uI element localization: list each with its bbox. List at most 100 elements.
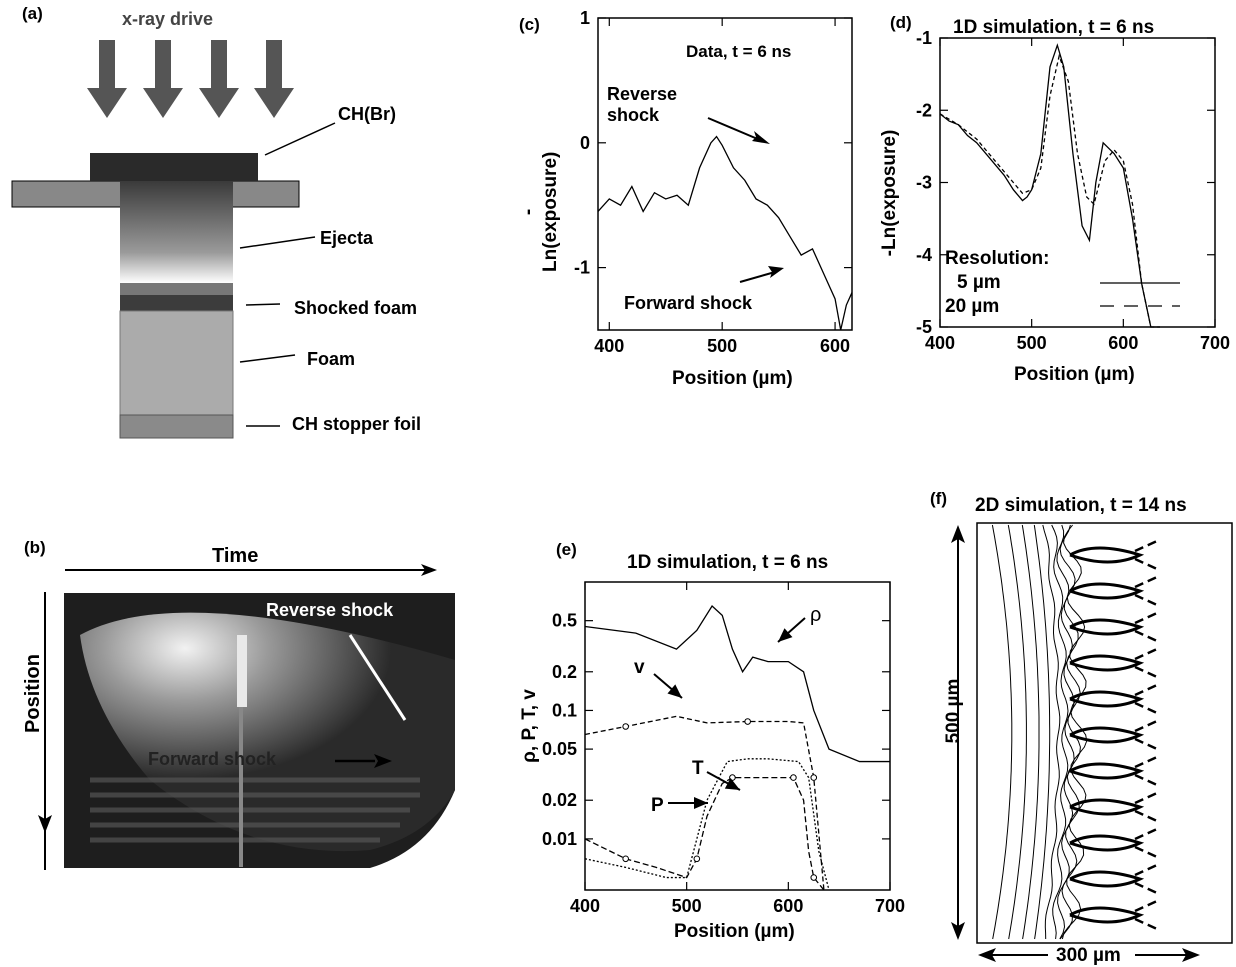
x-tick-label: 400 xyxy=(570,896,600,916)
spike-dashed xyxy=(1134,575,1158,607)
legend-5um: 5 µm xyxy=(957,272,1001,293)
y-tick-label: -2 xyxy=(916,100,932,120)
legend-20um: 20 µm xyxy=(945,296,1000,317)
contour-line xyxy=(1061,524,1088,940)
chart-d-xlabel: Position (µm) xyxy=(1014,364,1135,385)
y-tick-label: 0.02 xyxy=(542,790,577,810)
chbr-layer xyxy=(90,153,258,181)
spike-contour xyxy=(1069,906,1145,924)
x-tick-label: 600 xyxy=(820,336,850,356)
arrow-down-icon xyxy=(199,40,239,118)
xray-arrows xyxy=(87,40,294,118)
spike-contour xyxy=(1069,618,1145,636)
arrow-icon xyxy=(667,684,682,698)
reverse-shock-label-b: Reverse shock xyxy=(266,600,394,620)
data-point xyxy=(810,874,818,881)
forward-shock-pointer xyxy=(739,271,776,283)
y-tick-label: -3 xyxy=(916,173,932,193)
panel-f-contours xyxy=(951,522,1233,962)
position-label-b: Position xyxy=(21,654,44,733)
panel-b-label: (b) xyxy=(24,538,46,557)
chart-f-title: 2D simulation, t = 14 ns xyxy=(975,495,1187,516)
data-point xyxy=(744,718,751,725)
time-label: Time xyxy=(212,545,259,567)
contour-line xyxy=(991,524,1013,940)
spike-contour xyxy=(1069,546,1145,564)
y-tick-label: 0.5 xyxy=(552,611,577,631)
arrow-right-icon xyxy=(1182,948,1200,962)
arrow-down-icon xyxy=(87,40,127,118)
spike-dashed xyxy=(1134,827,1158,859)
plot-frame xyxy=(597,17,853,331)
spike-contour xyxy=(1069,726,1145,744)
xray-drive-label: x-ray drive xyxy=(122,9,214,29)
data-point xyxy=(790,774,797,781)
spike-contour xyxy=(1069,654,1145,672)
t-label: T xyxy=(692,758,704,779)
contour-line xyxy=(1021,524,1040,940)
x-tick-label: 500 xyxy=(672,896,702,916)
x-tick-label: 700 xyxy=(875,896,905,916)
arrow-right-icon xyxy=(421,564,437,576)
spike-contour xyxy=(1069,762,1145,780)
y-tick-label: 0.2 xyxy=(552,662,577,682)
y-tick-label: 0.05 xyxy=(542,739,577,759)
spike-dashed xyxy=(1134,791,1158,823)
reverse-shock-pointer xyxy=(707,117,761,141)
p-label: P xyxy=(651,795,664,816)
contour-line xyxy=(1033,524,1051,940)
forward-shock-label-b: Forward shock xyxy=(148,749,277,769)
chart-c-xlabel: Position (µm) xyxy=(672,368,793,389)
series-line-ρ xyxy=(584,605,890,763)
spike-dashed xyxy=(1134,683,1158,715)
data-point xyxy=(693,855,701,863)
spike-dashed xyxy=(1134,719,1158,751)
hscale-label: 300 µm xyxy=(1056,945,1121,966)
y-tick-label: 0.01 xyxy=(542,829,577,849)
panel-f-label: (f) xyxy=(930,489,947,508)
shocked-foam-label: Shocked foam xyxy=(294,298,418,318)
series-line-20 µm xyxy=(939,53,1160,328)
arrow-right-icon xyxy=(374,754,392,768)
chart-e-title: 1D simulation, t = 6 ns xyxy=(627,552,829,573)
arrow-left-icon xyxy=(978,948,996,962)
arrow-down-icon xyxy=(38,815,52,833)
contour-line xyxy=(1042,524,1061,940)
series-line-P xyxy=(584,776,825,891)
chart-d-ylabel: -Ln(exposure) xyxy=(879,129,900,257)
chbr-label: CH(Br) xyxy=(338,104,396,124)
data-point xyxy=(622,723,629,730)
panel-e-label: (e) xyxy=(556,540,577,559)
y-tick-label: -5 xyxy=(916,317,932,337)
arrow-right-icon xyxy=(768,266,784,278)
contour-line xyxy=(1007,524,1027,940)
rho-label: ρ xyxy=(810,604,822,626)
panel-c-label: (c) xyxy=(519,15,540,34)
spike-dashed xyxy=(1134,899,1158,931)
ejecta-region xyxy=(120,181,233,283)
foam xyxy=(119,310,234,416)
panel-b-axes xyxy=(44,564,455,870)
chart-c-title: Data, t = 6 ns xyxy=(686,42,792,61)
series-line-data xyxy=(597,135,853,331)
y-tick-label: -1 xyxy=(574,258,590,278)
x-tick-label: 600 xyxy=(1108,333,1138,353)
arrow-right-icon xyxy=(752,131,770,144)
spike-dashed xyxy=(1134,539,1158,571)
chart-d: 400 500 600 700 -1 -2 -3 -4 -5 xyxy=(916,28,1230,353)
spike-contour xyxy=(1069,582,1145,600)
x-tick-label: 700 xyxy=(1200,333,1230,353)
chart-c: 400 500 600 1 0 -1 xyxy=(574,8,853,356)
x-tick-label: 400 xyxy=(594,336,624,356)
foam-label: Foam xyxy=(307,349,356,369)
y-tick-label: 0 xyxy=(580,133,590,153)
plot-frame xyxy=(584,581,891,891)
chart-c-ylabel: -Ln(exposure) xyxy=(518,151,561,272)
shocked-foam xyxy=(120,295,233,311)
y-tick-label: 1 xyxy=(580,8,590,28)
arrow-icon xyxy=(694,797,708,809)
arrow-down-icon xyxy=(254,40,294,118)
spike-dashed xyxy=(1134,647,1158,679)
series-line-v xyxy=(584,715,825,891)
arrow-up-icon xyxy=(951,525,965,543)
